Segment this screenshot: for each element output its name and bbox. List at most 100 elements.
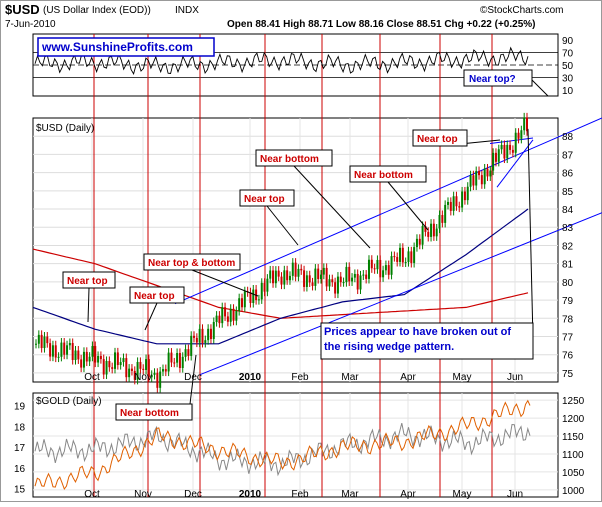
price-body (480, 175, 483, 185)
price-body (427, 231, 430, 237)
callout-near-top-nov-box (129, 286, 185, 304)
price-body (139, 361, 142, 369)
price-body (176, 352, 179, 363)
rsi-line (34, 46, 529, 75)
rsi-tick-label: 70 (562, 49, 574, 60)
price-body (494, 152, 497, 162)
callout-near-bottom-dec-box (115, 403, 193, 421)
price-body (226, 316, 229, 322)
gold-tick-label: 1250 (562, 396, 585, 407)
price-body (483, 168, 486, 185)
price-body (46, 336, 49, 344)
main-x-label: May (453, 372, 472, 383)
gold-x-label: Nov (134, 489, 152, 500)
price-body (365, 274, 368, 279)
price-body (336, 276, 339, 294)
callout-near-top-may-box (412, 129, 468, 147)
price-body (209, 328, 212, 339)
callout-near-top-oct-text: Near top (67, 276, 108, 287)
price-body (145, 359, 148, 370)
price-body (147, 359, 150, 378)
price-body (511, 149, 514, 153)
price-body (280, 276, 283, 285)
price-body (91, 346, 94, 357)
price-body (396, 257, 399, 262)
price-body (94, 346, 97, 363)
price-body (263, 282, 266, 292)
main-panel-label: $USD (Daily) (36, 123, 94, 134)
main-tick-label: 87 (562, 150, 574, 161)
main-tick-label: 82 (562, 241, 574, 252)
price-body (342, 282, 345, 284)
price-body (68, 343, 71, 346)
price-body (269, 270, 272, 279)
price-body (161, 369, 164, 372)
price-body (288, 275, 291, 281)
callout-near-bottom-apr-box (349, 165, 427, 183)
price-body (99, 355, 102, 360)
main-x-label: Oct (84, 372, 100, 383)
price-body (367, 259, 370, 279)
quote-line: Open 88.41 High 88.71 Low 88.16 Close 88… (227, 19, 535, 30)
price-body (478, 171, 481, 176)
price-body (418, 238, 421, 245)
main-x-label: Apr (400, 372, 416, 383)
callout-near-top-nov-pointer (144, 302, 158, 331)
gold-tick-label: 1050 (562, 468, 585, 479)
price-body (243, 291, 246, 308)
callout-near-bottom-feb-text: Near bottom (260, 154, 319, 165)
gold-x-label: Jun (507, 489, 523, 500)
price-body (526, 117, 528, 132)
price-body (438, 215, 441, 229)
price-body (71, 343, 74, 360)
price-body (353, 273, 356, 278)
price-body (376, 259, 379, 270)
main-tick-label: 81 (562, 260, 574, 271)
price-body (63, 342, 66, 355)
price-body (116, 352, 119, 366)
price-body (218, 315, 221, 324)
price-body (229, 308, 232, 322)
price-body (164, 369, 167, 372)
main-tick-label: 78 (562, 314, 574, 325)
main-x-label: Feb (291, 372, 309, 383)
price-bars-layer (35, 112, 528, 393)
gold-panel-label: $GOLD (Daily) (36, 396, 102, 407)
price-body (97, 355, 100, 363)
gold-x-label: Dec (184, 489, 202, 500)
price-body (509, 144, 512, 150)
price-body (291, 262, 294, 276)
main-tick-label: 76 (562, 351, 574, 362)
price-body (441, 215, 444, 223)
price-body (249, 292, 252, 303)
price-body (57, 356, 60, 358)
brand-label: ©StockCharts.com (480, 5, 564, 16)
price-body (142, 368, 145, 370)
price-body (489, 170, 492, 177)
price-body (111, 367, 114, 369)
rsi-tick-label: 90 (562, 36, 574, 47)
price-body (356, 273, 359, 290)
price-body (167, 352, 170, 372)
symbol-label: $USD (5, 2, 40, 17)
price-body (198, 328, 201, 343)
price-body (51, 345, 54, 357)
price-body (122, 358, 125, 363)
price-body (35, 343, 37, 345)
rsi-callout-pointer (531, 79, 549, 97)
price-body (133, 370, 136, 380)
price-body (469, 175, 472, 187)
rsi-tick-label: 50 (562, 61, 574, 72)
price-body (455, 196, 458, 207)
price-body (348, 266, 351, 282)
price-body (108, 360, 111, 368)
price-body (362, 274, 365, 276)
upper-trendline (174, 117, 602, 305)
price-body (463, 191, 466, 201)
callout-near-top-jan-text: Near top (244, 194, 285, 205)
price-body (387, 265, 390, 275)
price-body (238, 298, 241, 312)
price-body (37, 334, 40, 344)
